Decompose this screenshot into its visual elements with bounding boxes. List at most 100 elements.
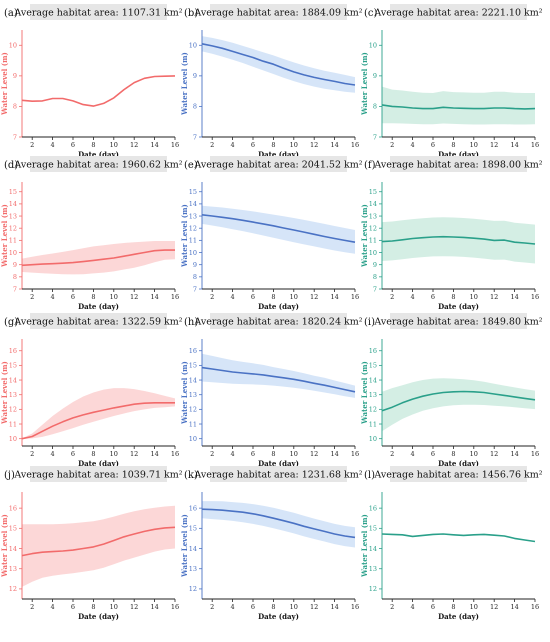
uncertainty-band — [202, 36, 355, 93]
y-tick-label: 10 — [9, 42, 17, 50]
y-tick-label: 16 — [369, 504, 377, 512]
x-tick-label: 6 — [431, 450, 435, 458]
y-axis-label: Water Level (m) — [180, 52, 189, 116]
x-axis-label: Date (day) — [438, 150, 479, 159]
y-tick-label: 13 — [189, 565, 197, 573]
x-tick-label: 12 — [310, 141, 318, 149]
y-tick-label: 16 — [189, 347, 197, 355]
panel-title: Average habitat area: 1884.09 km² — [193, 8, 362, 19]
series-line — [201, 508, 356, 539]
y-tick-label: 15 — [369, 362, 377, 370]
uncertainty-band — [22, 241, 175, 275]
x-axis-label: Date (day) — [78, 459, 119, 468]
y-tick-label: 15 — [189, 188, 197, 196]
y-tick-label: 13 — [369, 212, 377, 220]
x-axis-label: Date (day) — [438, 302, 479, 311]
x-tick-label: 16 — [351, 141, 359, 149]
series-line — [381, 390, 536, 412]
x-tick-label: 12 — [310, 450, 318, 458]
x-tick-label: 8 — [271, 293, 275, 301]
x-tick-label: 2 — [390, 450, 394, 458]
y-axis-label: Water Level (m) — [360, 361, 369, 425]
panel-b: (b)Average habitat area: 1884.09 km² 7 8 9 1… — [180, 4, 363, 159]
x-tick-label: 2 — [390, 603, 394, 611]
panel-title: Average habitat area: 1820.24 km² — [193, 317, 362, 328]
panel-letter: (f) — [364, 160, 376, 171]
y-tick-label: 11 — [189, 237, 197, 245]
uncertainty-band — [202, 205, 355, 254]
y-axis-label: Water Level (m) — [0, 204, 9, 268]
x-tick-label: 2 — [30, 450, 34, 458]
title-box — [210, 466, 347, 482]
x-tick-label: 4 — [411, 293, 415, 301]
y-tick-label: 16 — [9, 504, 17, 512]
y-tick-label: 10 — [369, 42, 377, 50]
panel-letter: (e) — [184, 160, 198, 171]
x-tick-label: 4 — [51, 141, 55, 149]
x-tick-label: 8 — [451, 293, 455, 301]
x-tick-label: 8 — [91, 603, 95, 611]
panel-f: (f)Average habitat area: 1898.00 km² 7 8 9 1… — [360, 156, 543, 311]
x-tick-label: 4 — [51, 603, 55, 611]
panel-e: (e)Average habitat area: 2041.52 km² 7 8 9 1… — [180, 156, 363, 311]
x-tick-label: 4 — [411, 141, 415, 149]
y-tick-label: 7 — [193, 285, 197, 293]
x-tick-label: 16 — [531, 603, 539, 611]
x-axis-label: Date (day) — [258, 612, 299, 621]
title-box — [30, 4, 167, 20]
panel-letter: (c) — [364, 8, 378, 19]
series-line — [201, 366, 356, 393]
panel-title: Average habitat area: 2221.10 km² — [373, 8, 542, 19]
y-tick-label: 10 — [189, 435, 197, 443]
x-tick-label: 8 — [451, 141, 455, 149]
y-tick-label: 16 — [189, 504, 197, 512]
x-tick-label: 14 — [330, 141, 338, 149]
x-tick-label: 14 — [150, 293, 158, 301]
x-tick-label: 10 — [290, 293, 298, 301]
x-tick-label: 2 — [30, 603, 34, 611]
y-tick-label: 15 — [189, 362, 197, 370]
y-axis-label: Water Level (m) — [180, 204, 189, 268]
y-tick-label: 13 — [369, 391, 377, 399]
y-tick-label: 14 — [369, 200, 377, 208]
y-tick-label: 8 — [373, 103, 377, 111]
x-tick-label: 16 — [171, 603, 179, 611]
panel-d: (d)Average habitat area: 1960.62 km² 7 8 9 1… — [0, 156, 183, 311]
x-tick-label: 12 — [130, 141, 138, 149]
y-tick-label: 7 — [373, 285, 377, 293]
x-axis-label: Date (day) — [258, 150, 299, 159]
x-tick-label: 14 — [330, 450, 338, 458]
panel-g: (g)Average habitat area: 1322.59 km² 10 11… — [0, 313, 183, 468]
x-tick-label: 12 — [310, 603, 318, 611]
panel-a: (a)Average habitat area: 1107.31 km² 7 8 9 1… — [0, 4, 183, 159]
y-tick-label: 7 — [13, 285, 17, 293]
y-tick-label: 14 — [189, 545, 197, 553]
uncertainty-band — [382, 217, 535, 264]
x-tick-label: 14 — [150, 603, 158, 611]
y-tick-label: 15 — [9, 362, 17, 370]
y-tick-label: 10 — [189, 249, 197, 257]
y-tick-label: 10 — [189, 42, 197, 50]
title-box — [390, 466, 527, 482]
y-tick-label: 7 — [193, 133, 197, 141]
x-tick-label: 16 — [351, 293, 359, 301]
x-tick-label: 2 — [30, 141, 34, 149]
x-tick-label: 16 — [171, 450, 179, 458]
x-tick-label: 14 — [510, 450, 518, 458]
title-box — [210, 4, 347, 20]
y-tick-label: 16 — [369, 347, 377, 355]
x-tick-label: 12 — [130, 603, 138, 611]
panel-letter: (a) — [4, 8, 18, 19]
series-line — [21, 526, 176, 557]
x-tick-label: 4 — [411, 450, 415, 458]
x-tick-label: 14 — [510, 293, 518, 301]
panel-title: Average habitat area: 1849.80 km² — [373, 317, 542, 328]
y-tick-label: 15 — [369, 188, 377, 196]
y-tick-label: 12 — [9, 225, 17, 233]
panel-l: (l) Average habitat area: 1456.76 km² 12 13… — [360, 466, 543, 621]
y-tick-label: 15 — [9, 525, 17, 533]
y-tick-label: 8 — [193, 103, 197, 111]
x-tick-label: 2 — [210, 293, 214, 301]
y-tick-label: 11 — [369, 237, 377, 245]
